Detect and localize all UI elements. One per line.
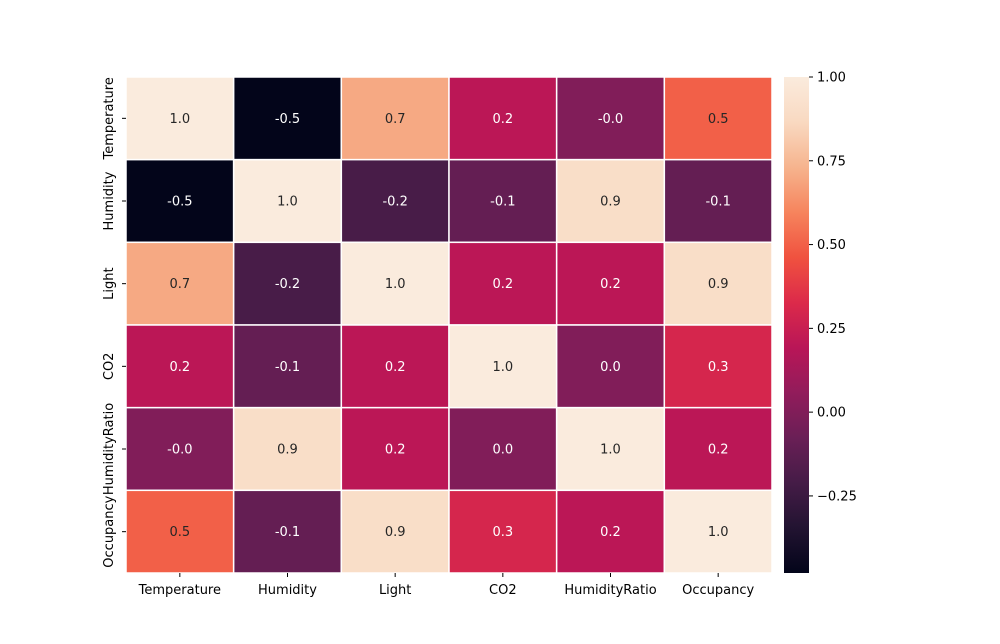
cell-value-label: 1.0 [492, 360, 513, 375]
cell-value-label: 1.0 [600, 443, 621, 458]
x-axis: Temperature Humidity Light CO2 HumidityRatio… [138, 573, 754, 598]
x-tick-label: Temperature [138, 583, 221, 598]
colorbar-tick-label: 0.25 [817, 322, 846, 337]
heatmap-cell [125, 324, 235, 409]
cell-value-label: 0.2 [492, 112, 513, 127]
heatmap-cell [125, 76, 235, 161]
heatmap-cell [232, 158, 343, 244]
heatmap-cell [663, 489, 773, 574]
x-tick-label: HumidityRatio [564, 583, 656, 598]
heatmap-cell [555, 241, 666, 326]
x-tick-label: Occupancy [682, 583, 754, 598]
cell-value-label: -0.1 [490, 195, 515, 210]
y-tick-label: Occupancy [102, 495, 117, 567]
cell-value-label: 0.2 [169, 360, 190, 375]
heatmap-cell [340, 76, 450, 161]
colorbar-tick-label: 0.00 [817, 406, 846, 421]
cell-value-label: 1.0 [277, 195, 298, 210]
cell-value-label: -0.0 [167, 443, 192, 458]
cell-value-label: 0.2 [600, 277, 621, 292]
cell-value-label: 0.3 [708, 360, 729, 375]
heatmap-cell [663, 76, 773, 161]
heatmap-cell-labels: 1.0 -0.5 0.7 0.2 -0.0 0.5 -0.5 1.0 -0.2 -0.1 0.9 -0… [167, 112, 731, 540]
cell-value-label: 0.5 [169, 525, 190, 540]
heatmap-cell [448, 241, 558, 326]
heatmap-cell [448, 324, 558, 409]
heatmap-cell [555, 406, 666, 492]
y-tick-label: HumidityRatio [102, 403, 117, 495]
cell-value-label: -0.2 [275, 277, 300, 292]
heatmap-cell [448, 76, 558, 161]
cell-value-label: -0.2 [382, 195, 407, 210]
cell-value-label: 0.9 [600, 195, 621, 210]
cell-value-label: 0.9 [277, 443, 298, 458]
heatmap-cell [340, 406, 450, 492]
heatmap-cell [555, 324, 666, 409]
heatmap-cell [448, 158, 558, 244]
heatmap-cell [663, 324, 773, 409]
cell-value-label: 0.9 [385, 525, 406, 540]
heatmap-cell [232, 324, 343, 409]
x-tick-label: CO2 [489, 583, 517, 598]
x-tick-label: Humidity [258, 583, 317, 598]
heatmap-cell [663, 241, 773, 326]
cell-value-label: -0.5 [275, 112, 300, 127]
y-tick-label: Humidity [102, 171, 117, 230]
cell-value-label: 0.2 [600, 525, 621, 540]
heatmap-cell [125, 406, 235, 492]
y-tick-label: Temperature [102, 77, 117, 160]
heatmap-cell [448, 406, 558, 492]
cell-value-label: 0.2 [492, 277, 513, 292]
cell-value-label: 0.2 [708, 443, 729, 458]
cell-value-label: 1.0 [169, 112, 190, 127]
heatmap-cells [125, 76, 773, 574]
colorbar-tick-label: −0.25 [817, 489, 857, 504]
heatmap-cell [125, 489, 235, 574]
cell-value-label: -0.0 [598, 112, 623, 127]
cell-value-label: 0.0 [492, 443, 513, 458]
cell-value-label: 0.2 [385, 443, 406, 458]
colorbar-gradient [784, 77, 809, 573]
cell-value-label: 0.3 [492, 525, 513, 540]
cell-value-label: 1.0 [385, 277, 406, 292]
heatmap-cell [663, 406, 773, 492]
cell-value-label: 1.0 [708, 525, 729, 540]
cell-value-label: 0.7 [385, 112, 406, 127]
cell-value-label: 0.7 [169, 277, 190, 292]
heatmap-cell [232, 241, 343, 326]
cell-value-label: -0.1 [705, 195, 730, 210]
colorbar: 1.00 0.75 0.50 0.25 0.00 −0.25 [784, 71, 857, 573]
heatmap-cell [340, 324, 450, 409]
cell-value-label: -0.5 [167, 195, 192, 210]
cell-value-label: 0.5 [708, 112, 729, 127]
y-tick-label: CO2 [102, 353, 117, 381]
cell-value-label: -0.1 [275, 525, 300, 540]
cell-value-label: 0.0 [600, 360, 621, 375]
cell-value-label: 0.2 [385, 360, 406, 375]
cell-value-label: -0.1 [275, 360, 300, 375]
heatmap-cell [232, 76, 343, 161]
colorbar-tick-label: 0.50 [817, 238, 846, 253]
x-tick-label: Light [379, 583, 411, 598]
y-axis: Temperature Humidity Light CO2 HumidityRatio… [102, 77, 126, 568]
colorbar-tick-label: 0.75 [817, 154, 846, 169]
heatmap-cell [663, 158, 773, 244]
cell-value-label: 0.9 [708, 277, 729, 292]
colorbar-tick-label: 1.00 [817, 71, 846, 86]
y-tick-label: Light [102, 267, 117, 299]
